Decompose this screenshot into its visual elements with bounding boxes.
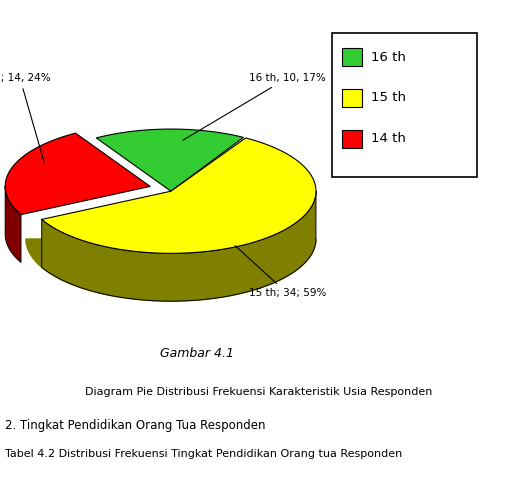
Bar <box>332 33 477 177</box>
Text: Tabel 4.2 Distribusi Frekuensi Tingkat Pendidikan Orang tua Responden: Tabel 4.2 Distribusi Frekuensi Tingkat P… <box>5 449 402 459</box>
Text: 16 th: 16 th <box>371 51 406 64</box>
Text: 16 th, 10, 17%: 16 th, 10, 17% <box>183 73 325 140</box>
Bar <box>342 89 362 107</box>
Polygon shape <box>96 129 243 191</box>
Polygon shape <box>42 191 316 301</box>
Bar <box>342 130 362 148</box>
Polygon shape <box>5 186 21 262</box>
Text: 15 th: 15 th <box>371 91 406 105</box>
Polygon shape <box>26 239 316 301</box>
Text: Diagram Pie Distribusi Frekuensi Karakteristik Usia Responden: Diagram Pie Distribusi Frekuensi Karakte… <box>85 387 433 397</box>
Text: 2. Tingkat Pendidikan Orang Tua Responden: 2. Tingkat Pendidikan Orang Tua Responde… <box>5 419 266 432</box>
Polygon shape <box>42 138 316 253</box>
Polygon shape <box>5 133 150 215</box>
Text: 14 th: 14 th <box>371 132 406 145</box>
Bar <box>342 48 362 66</box>
Text: 15 th; 34; 59%: 15 th; 34; 59% <box>235 246 326 298</box>
Text: Gambar 4.1: Gambar 4.1 <box>160 347 234 360</box>
Text: th; 14, 24%: th; 14, 24% <box>0 73 50 163</box>
